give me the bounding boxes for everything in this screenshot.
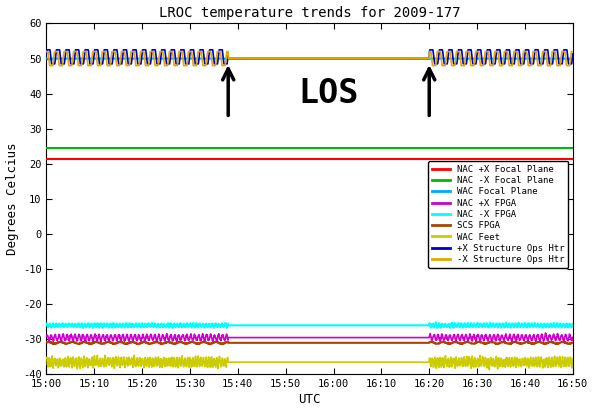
Title: LROC temperature trends for 2009-177: LROC temperature trends for 2009-177: [159, 5, 460, 19]
Legend: NAC +X Focal Plane, NAC -X Focal Plane, WAC Focal Plane, NAC +X FPGA, NAC -X FPG: NAC +X Focal Plane, NAC -X Focal Plane, …: [428, 162, 568, 268]
Y-axis label: Degrees Celcius: Degrees Celcius: [5, 143, 18, 255]
X-axis label: UTC: UTC: [298, 393, 321, 407]
Text: LOS: LOS: [299, 77, 359, 110]
